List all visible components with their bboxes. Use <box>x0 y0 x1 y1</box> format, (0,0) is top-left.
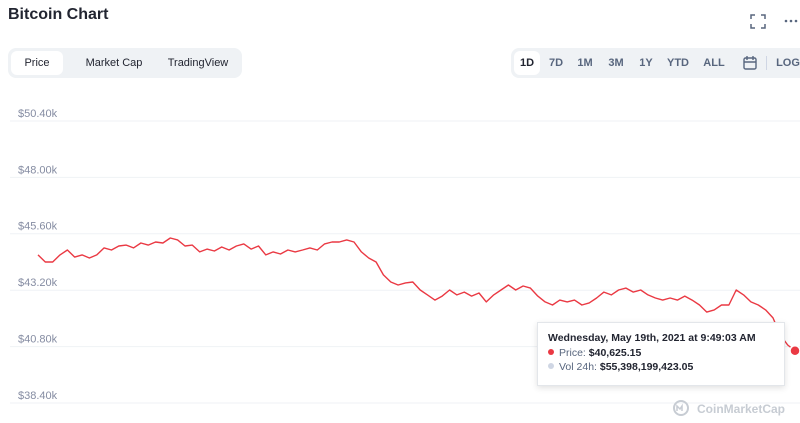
range-button[interactable]: ALL <box>703 57 725 69</box>
watermark-text: CoinMarketCap <box>697 402 786 416</box>
y-tick-label: $43.20k <box>18 277 58 289</box>
tooltip: Wednesday, May 19th, 2021 at 9:49:03 AM … <box>537 322 785 386</box>
hover-dot <box>789 344 800 357</box>
watermark-logo <box>673 400 689 416</box>
tooltip-price: Price: $40,625.15 <box>548 347 641 359</box>
tab[interactable]: Price <box>11 51 63 75</box>
page-title: Bitcoin Chart <box>8 6 109 23</box>
range-button[interactable]: 1D <box>514 51 540 75</box>
range-button[interactable]: YTD <box>667 57 689 69</box>
tab-group: Price Market Cap TradingView <box>8 48 242 78</box>
range-button[interactable]: LOG <box>776 57 800 69</box>
tooltip-date: Wednesday, May 19th, 2021 at 9:49:03 AM <box>548 332 756 344</box>
price-label: Price: <box>559 347 586 359</box>
expand-icon[interactable] <box>750 14 766 29</box>
range-button[interactable]: 7D <box>548 57 564 69</box>
price-value: $40,625.15 <box>588 347 642 359</box>
tab[interactable]: Market Cap <box>85 57 143 69</box>
range-button[interactable]: 1M <box>577 57 593 69</box>
range-button[interactable]: 1Y <box>639 57 653 69</box>
calendar-icon[interactable] <box>742 55 758 71</box>
range-group: 1D 7D 1M 3M 1Y YTD ALL LOG <box>511 48 800 78</box>
y-tick-label: $50.40k <box>18 108 58 120</box>
more-icon[interactable] <box>784 19 798 23</box>
divider <box>766 56 767 70</box>
y-tick-label: $40.80k <box>18 334 58 346</box>
price-line <box>37 237 796 352</box>
tooltip-volume: Vol 24h: $55,398,199,423.05 <box>548 361 693 373</box>
volume-dot <box>548 363 554 369</box>
y-tick-label: $38.40k <box>18 390 58 402</box>
range-button[interactable]: 3M <box>608 57 624 69</box>
volume-label: Vol 24h: <box>559 361 597 373</box>
y-tick-label: $48.00k <box>18 164 58 176</box>
tab[interactable]: TradingView <box>167 57 229 69</box>
volume-value: $55,398,199,423.05 <box>599 361 694 373</box>
y-tick-label: $45.60k <box>18 221 58 233</box>
price-dot <box>548 349 554 355</box>
watermark: CoinMarketCap <box>673 400 786 416</box>
